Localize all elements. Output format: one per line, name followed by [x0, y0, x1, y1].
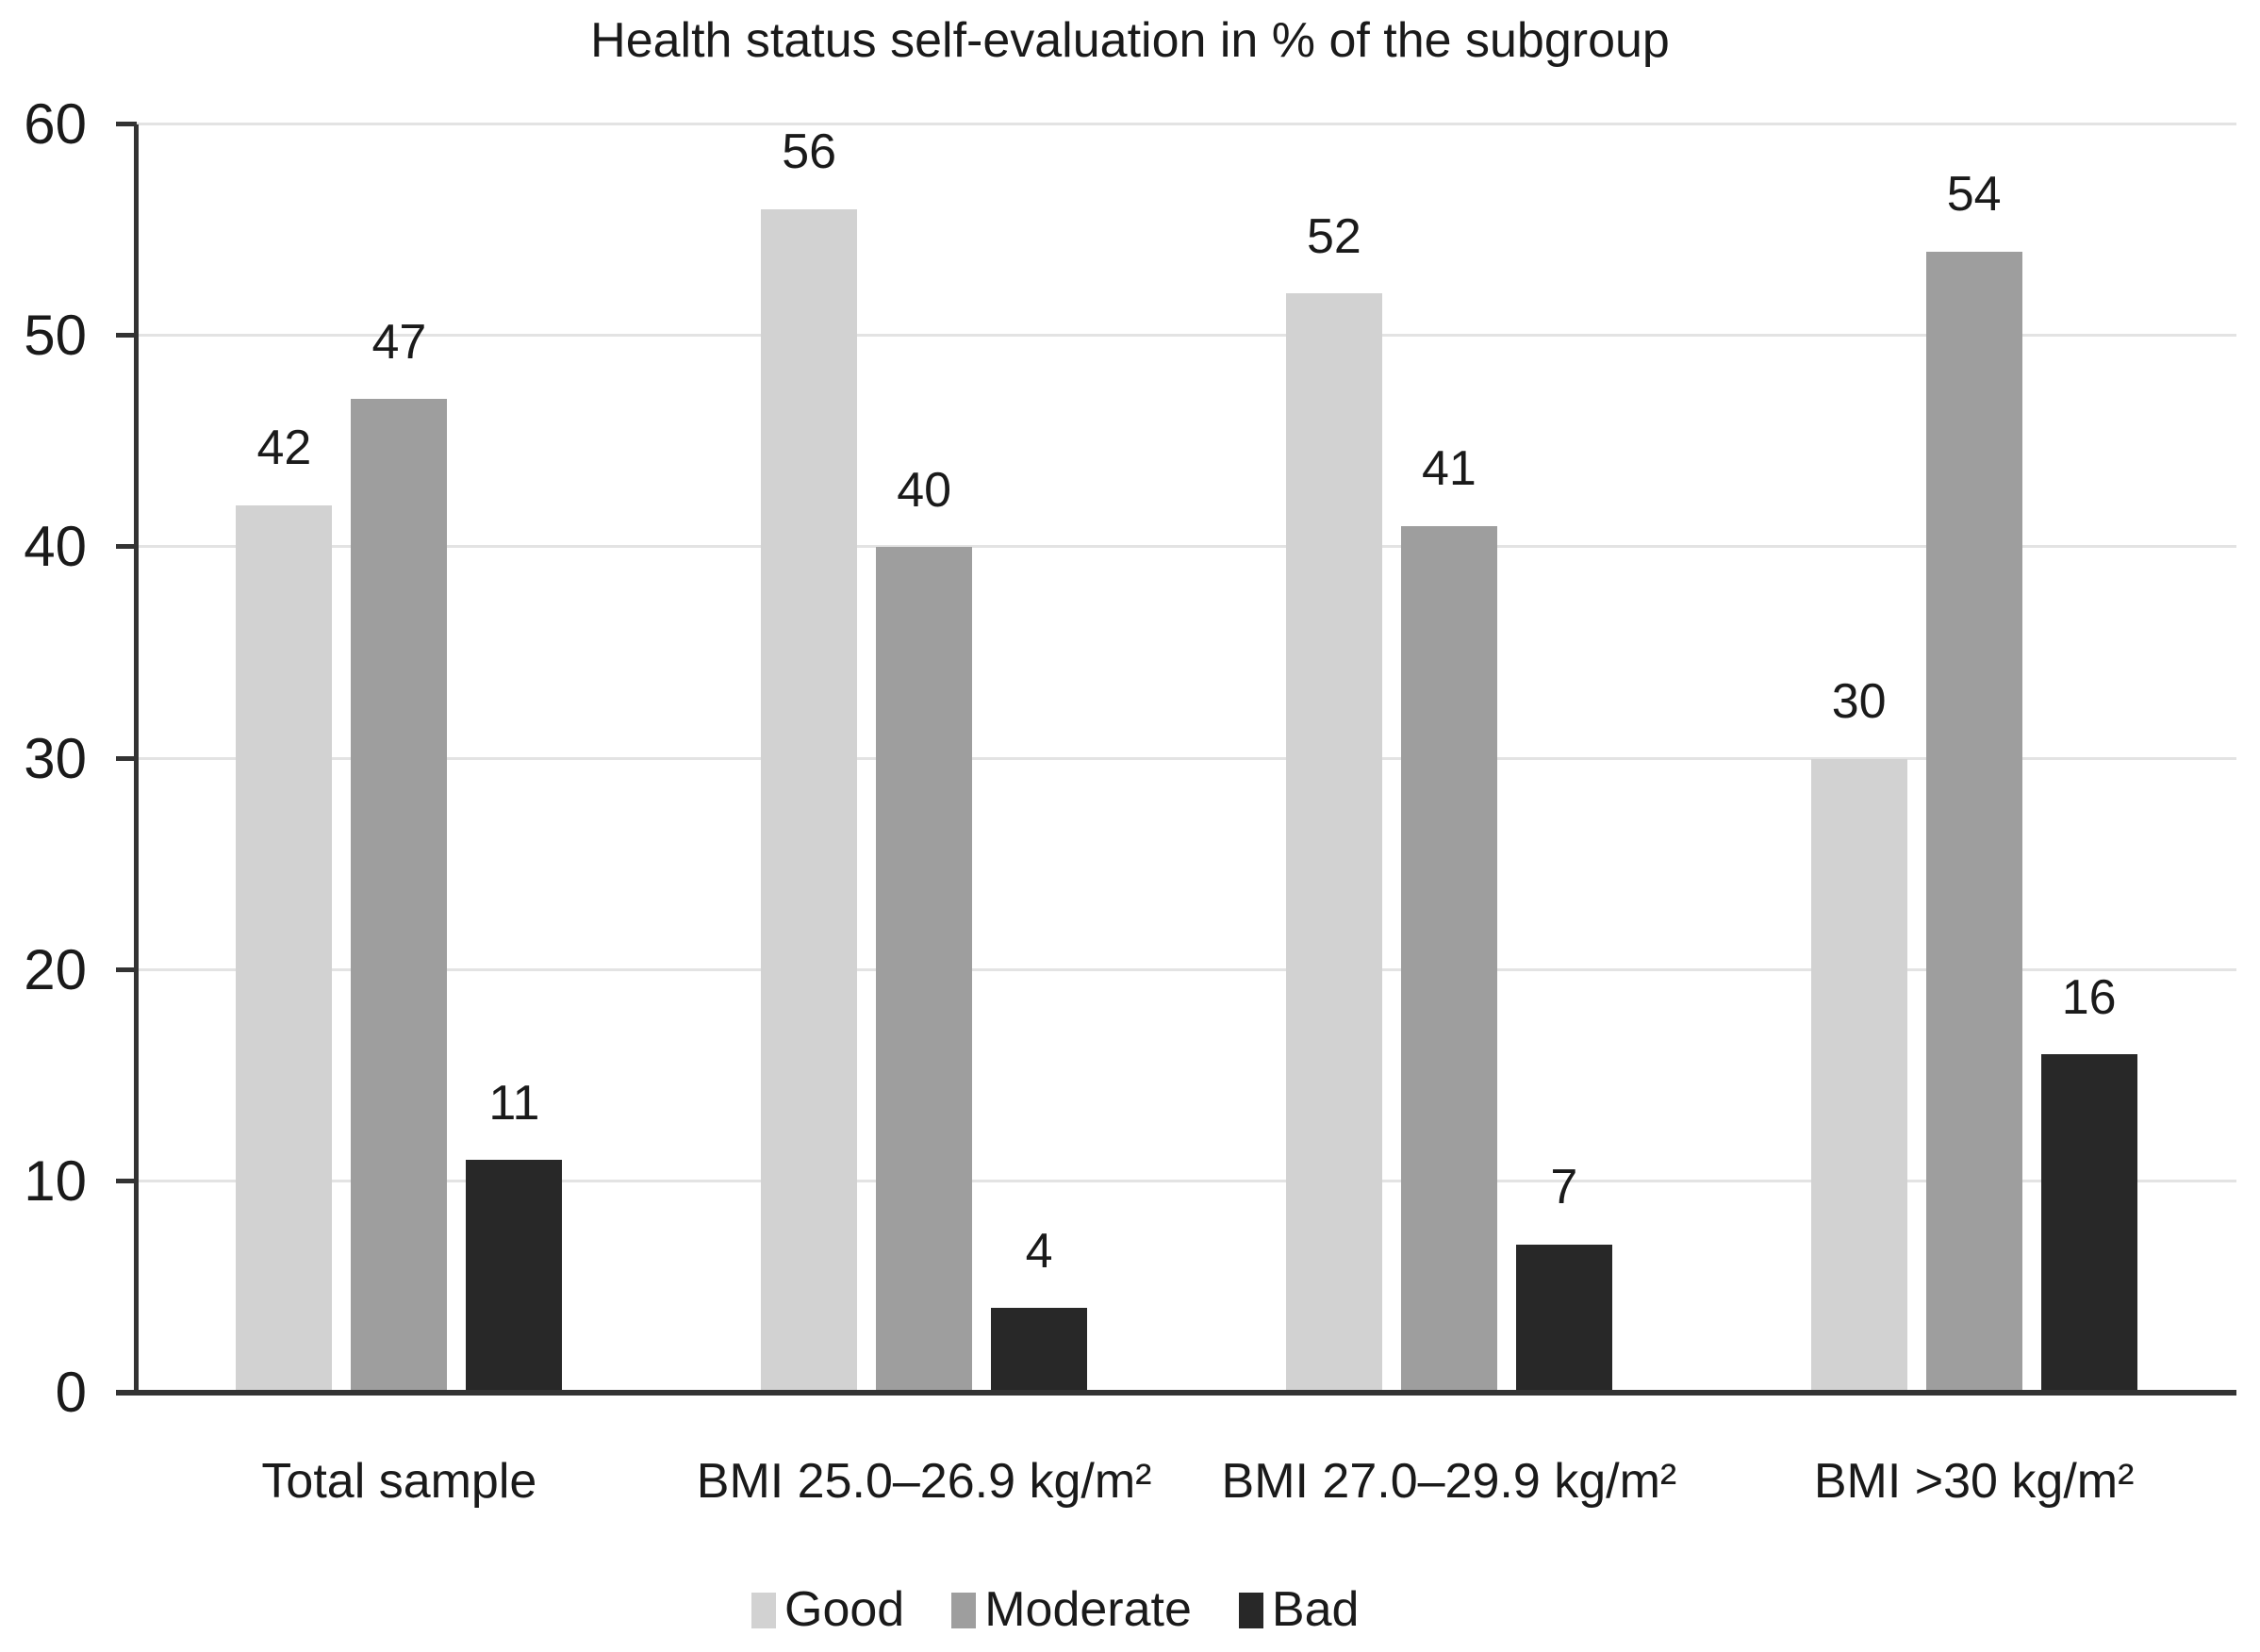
legend: Good Moderate Bad [751, 1582, 1359, 1639]
x-axis-category-label: BMI 27.0–29.9 kg/m² [1221, 1454, 1677, 1509]
bar-moderate: 41 [1400, 441, 1497, 1393]
legend-label-good: Good [784, 1582, 905, 1637]
y-tick-label: 50 [24, 304, 87, 368]
bar-value-label: 52 [1306, 208, 1361, 264]
bar-value-label: 54 [1946, 166, 2002, 222]
bar-groups: 42 47 11 56 40 4 52 41 7 30 54 16 [137, 124, 2236, 1393]
bar-value-label: 41 [1421, 441, 1476, 497]
bar-group: 56 40 4 [662, 124, 1187, 1393]
x-axis-line [116, 1390, 2236, 1396]
y-tick-label: 40 [24, 515, 87, 579]
y-tick-label: 60 [24, 92, 87, 156]
legend-label-bad: Bad [1271, 1582, 1360, 1637]
x-axis-labels: Total sample BMI 25.0–26.9 kg/m² BMI 27.0–… [137, 1454, 2236, 1511]
bar-good: 42 [236, 421, 333, 1393]
bar-bad: 7 [1515, 1160, 1612, 1393]
legend-item-bad: Bad [1238, 1582, 1360, 1639]
x-axis-category-label: BMI 25.0–26.9 kg/m² [696, 1454, 1152, 1509]
gridline [137, 1179, 2236, 1182]
gridline [137, 756, 2236, 760]
bar-moderate: 47 [351, 315, 448, 1393]
legend-swatch-moderate [951, 1592, 977, 1628]
bar-bad: 11 [466, 1076, 563, 1393]
legend-label-moderate: Moderate [984, 1582, 1192, 1637]
bar-bad: 4 [991, 1224, 1088, 1393]
x-axis-category-label: BMI >30 kg/m² [1813, 1454, 2135, 1509]
y-tick-label: 20 [24, 937, 87, 1001]
y-tick-mark [116, 122, 137, 126]
bar-group: 30 54 16 [1711, 124, 2236, 1393]
bar-good: 56 [761, 124, 858, 1393]
gridline [137, 545, 2236, 549]
bar-value-label: 40 [897, 462, 952, 518]
bar-value-label: 56 [782, 124, 837, 179]
bar-moderate: 40 [876, 463, 973, 1393]
x-axis-category-label: Total sample [261, 1454, 537, 1509]
y-tick-label: 0 [55, 1361, 87, 1424]
bar-group: 52 41 7 [1187, 124, 1712, 1393]
bar-value-label: 16 [2061, 969, 2117, 1025]
y-tick-label: 30 [24, 726, 87, 790]
y-tick-mark [116, 1178, 137, 1183]
y-tick-mark [116, 544, 137, 550]
gridline [137, 967, 2236, 971]
plot-area: 42 47 11 56 40 4 52 41 7 30 54 16 0 10 20 30 40 50 60 [24, 96, 2236, 1421]
legend-item-good: Good [751, 1582, 904, 1639]
bar-value-label: 7 [1550, 1160, 1578, 1215]
legend-swatch-bad [1238, 1592, 1263, 1628]
bar-value-label: 4 [1025, 1223, 1053, 1279]
bar-value-label: 47 [371, 314, 427, 370]
bar-bad: 16 [2040, 970, 2137, 1393]
legend-swatch-good [751, 1592, 776, 1628]
bar-value-label: 30 [1831, 673, 1887, 729]
y-tick-mark [116, 333, 137, 339]
gridline [137, 123, 2236, 125]
bar-good: 30 [1810, 674, 1907, 1393]
bar-group: 42 47 11 [137, 124, 662, 1393]
bar-good: 52 [1285, 209, 1382, 1393]
y-tick-mark [116, 966, 137, 972]
legend-item-moderate: Moderate [951, 1582, 1192, 1639]
gridline [137, 334, 2236, 338]
chart-title: Health status self-evaluation in % of th… [590, 13, 1670, 68]
y-tick-mark [116, 755, 137, 761]
bar-moderate: 54 [1925, 167, 2022, 1393]
bar-value-label: 11 [488, 1075, 540, 1131]
bar-value-label: 42 [256, 420, 312, 475]
y-tick-label: 10 [24, 1148, 87, 1213]
